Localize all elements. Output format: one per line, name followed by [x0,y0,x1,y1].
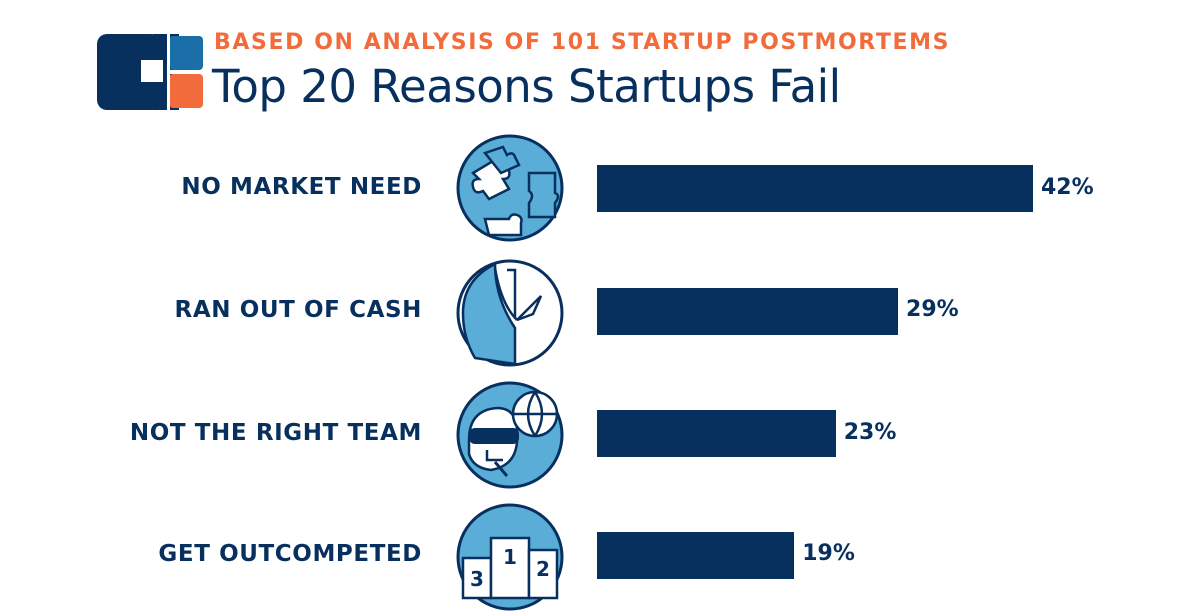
podium-number: 2 [536,557,550,581]
category-label: GET OUTCOMPETED [158,541,422,567]
podium-icon: 3 1 2 [456,503,564,611]
value-label: 19% [802,541,855,566]
pocket-icon [456,259,564,367]
podium-number: 3 [470,567,484,591]
bar [597,532,795,579]
subtitle: BASED ON ANALYSIS OF 101 STARTUP POSTMOR… [214,30,951,55]
logo-icon [97,34,205,110]
category-label: RAN OUT OF CASH [174,297,422,323]
value-label: 23% [843,420,897,445]
category-label: NOT THE RIGHT TEAM [129,420,422,446]
bar [597,165,1033,212]
podium-number: 1 [503,545,517,569]
chart-title: Top 20 Reasons Startups Fail [212,60,841,113]
puzzle-icon [456,134,564,242]
category-label: NO MARKET NEED [181,174,422,200]
value-label: 42% [1041,175,1094,200]
vr-headset-icon [456,381,564,489]
value-label: 29% [906,297,959,322]
bar [597,288,899,335]
bar [597,410,836,457]
